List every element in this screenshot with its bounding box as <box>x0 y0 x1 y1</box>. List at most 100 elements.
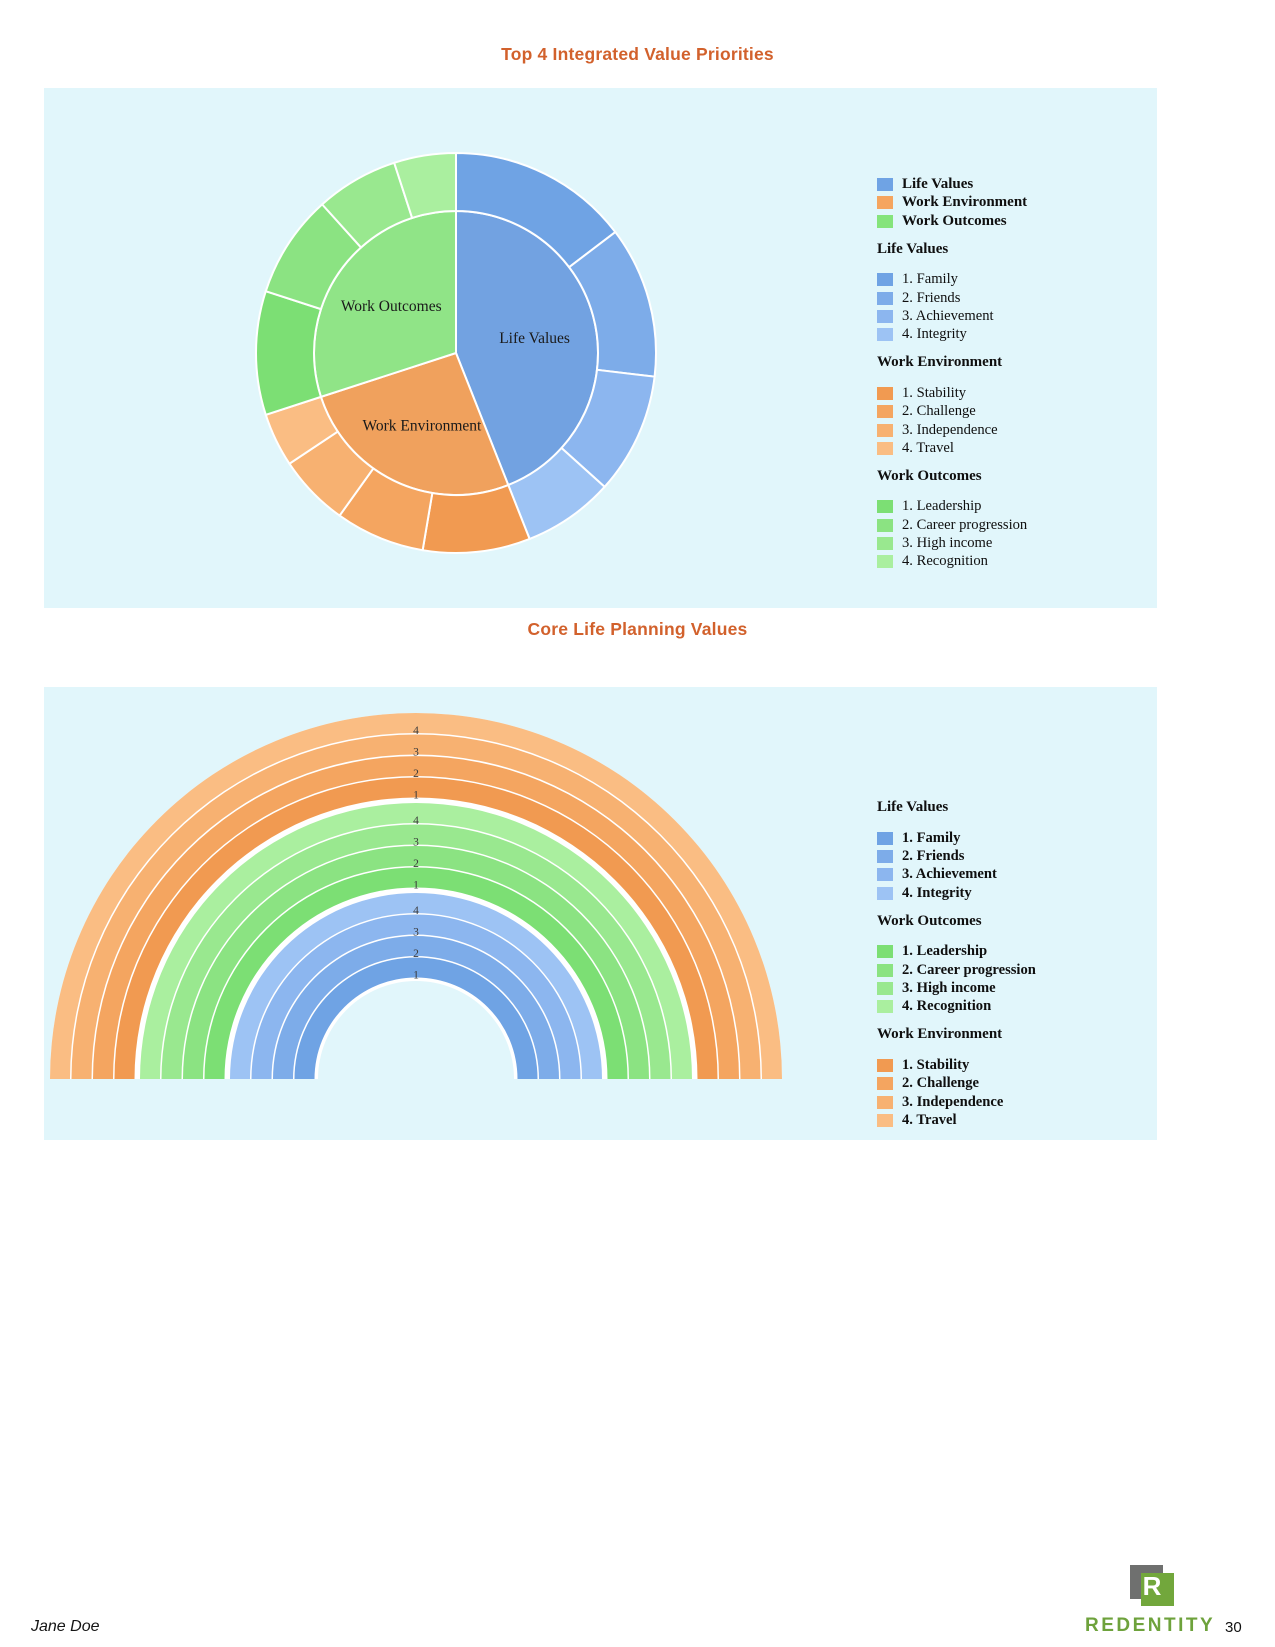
legend-item-label: 4. Recognition <box>902 553 988 570</box>
legend-swatch-icon <box>877 945 893 959</box>
legend-item-label: 1. Leadership <box>902 943 988 960</box>
sunburst-category-label: Work Outcomes <box>341 298 442 315</box>
chart2-legend: Life Values 1. Family 2. Friends 3. Achieve… <box>877 789 1177 1130</box>
sunburst-category-label: Life Values <box>499 330 570 347</box>
legend-top-entry-label: Life Values <box>902 175 974 192</box>
legend-swatch-icon <box>877 1077 893 1091</box>
chart1-legend: Life Values Work Environment Work Outcomes… <box>877 175 1177 571</box>
legend-section-heading: Work Environment <box>877 1026 1003 1043</box>
legend-item: 2. Friends <box>877 289 1177 307</box>
legend-item-label: 4. Recognition <box>902 998 992 1015</box>
legend-item: 4. Travel <box>877 439 1177 457</box>
legend-item-label: 2. Career progression <box>902 961 1036 978</box>
brand-name: REDENTITY <box>1085 1615 1216 1636</box>
legend-top-entry: Life Values <box>877 175 1177 194</box>
ring-band-label: 1 <box>413 790 419 802</box>
legend-swatch-icon <box>877 518 893 532</box>
legend-item-label: 1. Stability <box>902 384 967 401</box>
legend-swatch-icon <box>877 405 893 419</box>
footer-author: Jane Doe <box>31 1618 100 1635</box>
ring-band-label: 2 <box>413 768 419 780</box>
legend-item-label: 1. Family <box>902 271 958 288</box>
legend-swatch-icon <box>877 982 893 996</box>
legend-top-entry-label: Work Environment <box>902 194 1028 211</box>
legend-swatch-icon <box>877 177 893 191</box>
legend-item-label: 3. Independence <box>902 1093 1004 1110</box>
legend-item: 1. Leadership <box>877 498 1177 516</box>
legend-item-label: 2. Friends <box>902 848 965 865</box>
legend-section-heading: Work Outcomes <box>877 467 982 484</box>
legend-item: 3. Independence <box>877 1093 1177 1111</box>
legend-swatch-icon <box>877 500 893 514</box>
legend-item: 2. Challenge <box>877 1075 1177 1093</box>
legend-item: 1. Stability <box>877 384 1177 402</box>
legend-swatch-icon <box>877 831 893 845</box>
sunburst-chart: Life Values Work Environment Work Outcomes <box>255 151 657 554</box>
legend-item: 3. Achievement <box>877 866 1177 884</box>
ring-band <box>294 957 538 1079</box>
legend-section-heading: Life Values <box>877 240 949 257</box>
legend-swatch-icon <box>877 868 893 882</box>
legend-item: 3. Achievement <box>877 307 1177 325</box>
legend-item-label: 2. Challenge <box>902 1075 980 1092</box>
logo-green-square-icon <box>1141 1573 1174 1606</box>
ring-band-label: 1 <box>413 970 419 982</box>
legend-swatch-icon <box>877 291 893 305</box>
legend-item: 1. Leadership <box>877 943 1177 961</box>
legend-swatch-icon <box>877 441 893 455</box>
ring-band-label: 2 <box>413 948 419 960</box>
brand-logo: R <box>1130 1565 1210 1610</box>
legend-swatch-icon <box>877 1058 893 1072</box>
legend-swatch-icon <box>877 555 893 569</box>
legend-item-label: 4. Integrity <box>902 884 972 901</box>
legend-item: 3. High income <box>877 534 1177 552</box>
sunburst-outer-segment <box>255 289 323 417</box>
chart1-panel: Life Values Work Environment Work Outcomes… <box>44 88 1157 608</box>
legend-item-label: 1. Family <box>902 829 961 846</box>
legend-swatch-icon <box>877 309 893 323</box>
legend-top-entry: Work Outcomes <box>877 212 1177 231</box>
legend-item: 4. Integrity <box>877 884 1177 902</box>
legend-section-heading: Life Values <box>877 799 949 815</box>
legend-top-entry: Work Environment <box>877 194 1177 213</box>
legend-item-label: 2. Career progression <box>902 516 1028 533</box>
legend-item: 4. Travel <box>877 1111 1177 1129</box>
legend-item-label: 2. Friends <box>902 289 961 306</box>
legend-item-label: 4. Integrity <box>902 326 967 343</box>
half-donut-chart: 4 3 2 1 4 3 2 1 4 3 2 1 <box>50 713 782 1079</box>
legend-item-label: 1. Stability <box>902 1056 970 1073</box>
legend-swatch-icon <box>877 537 893 551</box>
chart2-panel: 4 3 2 1 4 3 2 1 4 3 2 1 Life Values 1. Family 2. Frie… <box>44 687 1157 1140</box>
legend-item-label: 4. Travel <box>902 1111 957 1128</box>
legend-swatch-icon <box>877 386 893 400</box>
legend-item-label: 3. Achievement <box>902 307 994 324</box>
legend-item: 3. Independence <box>877 421 1177 439</box>
legend-swatch-icon <box>877 1095 893 1109</box>
sunburst-category-label: Work Environment <box>363 417 483 434</box>
ring-band <box>273 936 559 1079</box>
sunburst-outer-segment <box>392 151 457 220</box>
legend-item: 2. Career progression <box>877 961 1177 979</box>
legend-item-label: 3. Independence <box>902 421 998 438</box>
logo-letter: R <box>1142 1571 1162 1601</box>
legend-item: 2. Friends <box>877 847 1177 865</box>
legend-swatch-icon <box>877 196 893 210</box>
legend-item: 4. Recognition <box>877 553 1177 571</box>
legend-item-label: 4. Travel <box>902 439 954 456</box>
legend-item-label: 2. Challenge <box>902 403 976 420</box>
legend-item-label: 3. High income <box>902 535 993 552</box>
ring-band <box>230 893 602 1079</box>
legend-item: 4. Integrity <box>877 326 1177 344</box>
legend-item-label: 1. Leadership <box>902 498 982 515</box>
ring-band-label: 1 <box>413 880 419 892</box>
legend-item: 1. Family <box>877 829 1177 847</box>
ring-band-label: 4 <box>413 905 419 917</box>
legend-swatch-icon <box>877 423 893 437</box>
legend-swatch-icon <box>877 214 893 228</box>
ring-band-label: 3 <box>413 747 419 759</box>
legend-item: 2. Career progression <box>877 516 1177 534</box>
legend-item: 1. Family <box>877 271 1177 289</box>
ring-band-label: 2 <box>413 858 419 870</box>
ring-band-label: 4 <box>413 725 419 737</box>
legend-section-heading: Work Environment <box>877 354 1003 371</box>
